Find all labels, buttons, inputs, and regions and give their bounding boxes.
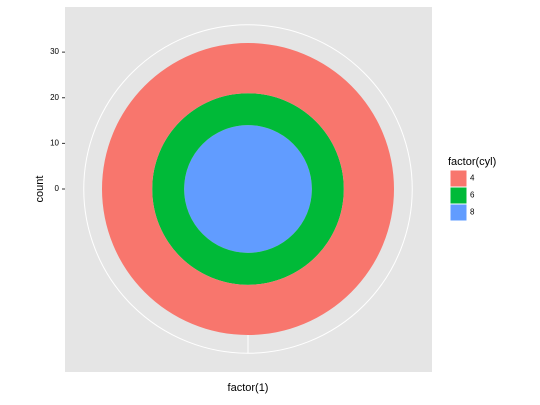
bar-ring <box>102 43 394 335</box>
bar-ring <box>152 93 344 285</box>
legend-label: 4 <box>470 174 475 183</box>
legend-title: factor(cyl) <box>448 156 496 168</box>
y-tick-label: 10 <box>50 138 59 147</box>
y-tick-label: 30 <box>50 47 59 56</box>
x-axis-label: factor(1) <box>228 382 269 394</box>
y-tick-label: 0 <box>55 184 60 193</box>
legend-key <box>449 169 468 188</box>
y-axis-label: count <box>34 176 46 203</box>
legend-label: 6 <box>470 191 475 200</box>
legend-key <box>449 186 468 205</box>
bar-ring <box>184 125 312 253</box>
legend-label: 8 <box>470 208 475 217</box>
legend-key <box>449 203 468 222</box>
y-tick-label: 20 <box>50 93 59 102</box>
